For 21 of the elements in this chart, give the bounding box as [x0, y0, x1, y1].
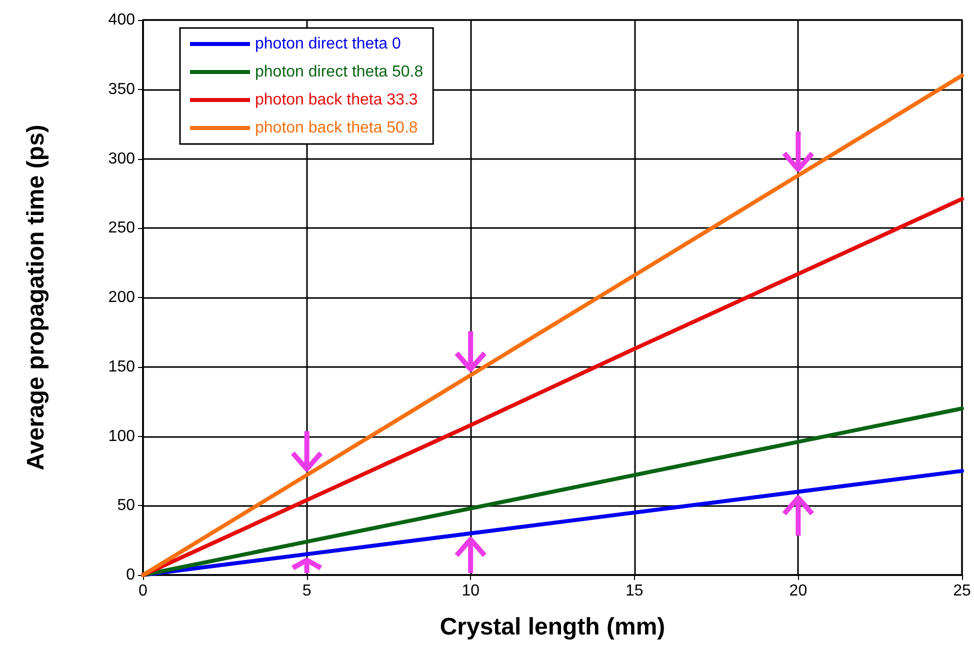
y-tick-label: 50 [117, 497, 136, 514]
legend-label: photon back theta 33.3 [255, 92, 418, 108]
y-tick-label: 150 [108, 358, 136, 376]
legend-label: photon direct theta 0 [255, 36, 401, 52]
y-tick-label: 100 [108, 428, 136, 445]
x-tick-label: 0 [138, 582, 148, 600]
y-tick-label: 400 [108, 12, 136, 28]
y-tick-label: 300 [108, 150, 136, 168]
y-tick-label: 250 [108, 220, 136, 237]
x-tick-label: 25 [953, 582, 971, 600]
legend-label: photon back theta 50.8 [255, 120, 418, 136]
x-tick-label: 20 [789, 582, 808, 600]
y-tick-label: 0 [126, 566, 136, 584]
legend-label: photon direct theta 50.8 [255, 64, 424, 80]
x-tick-label: 10 [462, 582, 480, 600]
x-tick-label: 5 [302, 582, 312, 600]
x-axis-title: Crystal length (mm) [440, 614, 666, 640]
y-tick-label: 200 [108, 289, 136, 306]
y-axis-title: Average propagation time (ps) [22, 124, 50, 470]
x-tick-label: 15 [626, 582, 644, 600]
y-tick-label: 350 [108, 80, 136, 98]
